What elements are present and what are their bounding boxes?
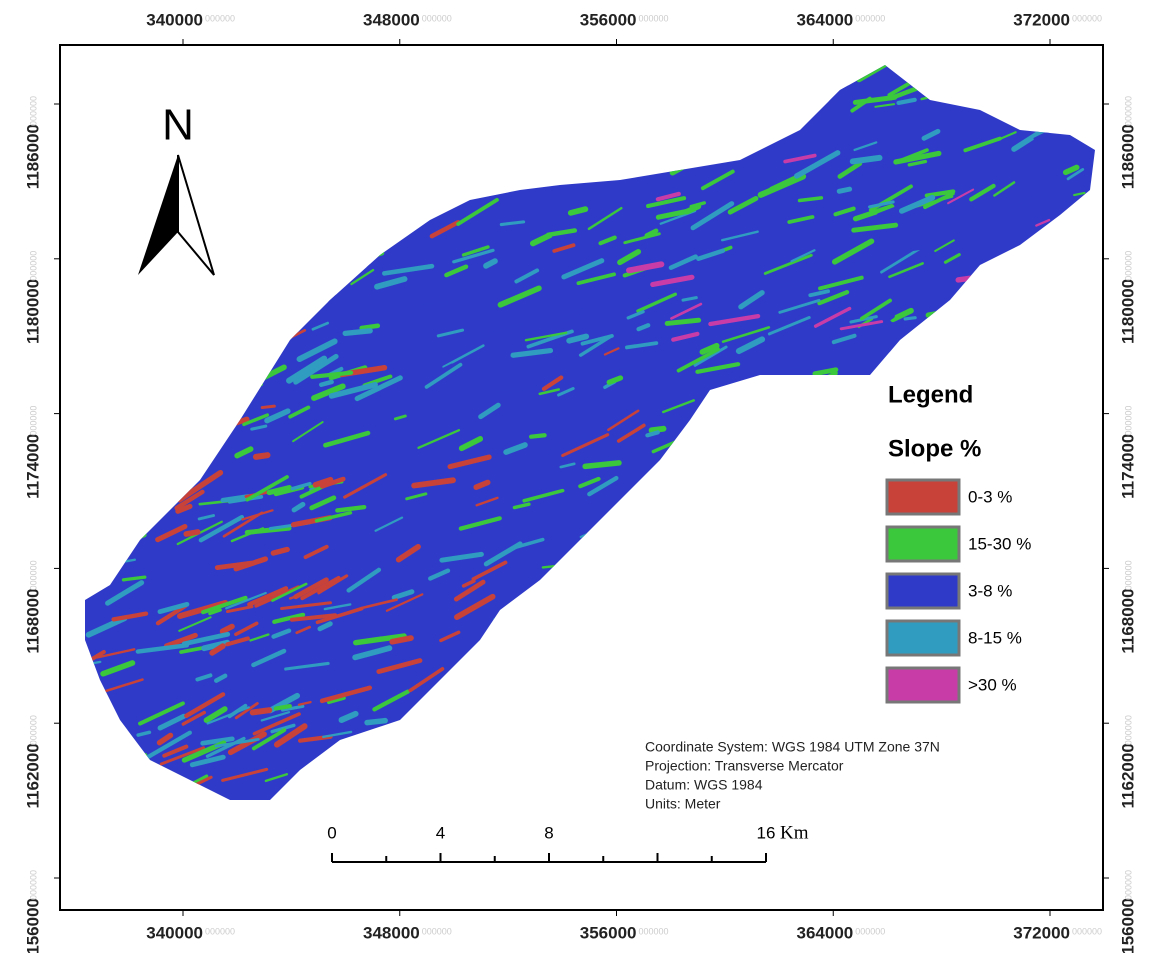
slope-streak [839, 189, 849, 191]
x-tick-suffix: 000000 [205, 13, 235, 23]
legend-swatch [887, 621, 959, 655]
slope-streak [345, 331, 370, 334]
scale-label: 8 [544, 823, 553, 842]
legend-swatch [887, 668, 959, 702]
y-tick-label: 1168000 [23, 588, 42, 653]
slope-streak [367, 721, 385, 723]
y-tick-label: 1162000 [23, 743, 42, 808]
y-tick-label: 1186000 [23, 124, 42, 189]
y-tick-suffix: 000000 [1123, 560, 1133, 590]
legend-title: Legend [888, 381, 973, 408]
scale-unit: Km [780, 822, 809, 843]
info-line: Coordinate System: WGS 1984 UTM Zone 37N [645, 739, 940, 755]
x-tick-label: 348000 [363, 10, 420, 29]
slope-streak [262, 406, 274, 407]
y-tick-suffix: 000000 [28, 560, 38, 590]
x-tick-label: 372000 [1013, 923, 1070, 942]
x-tick-suffix: 000000 [205, 926, 235, 936]
x-tick-label: 364000 [797, 10, 854, 29]
y-tick-suffix: 000000 [1123, 251, 1133, 281]
x-tick-label: 356000 [580, 10, 637, 29]
slope-streak [253, 710, 270, 712]
slope-streak [853, 158, 880, 162]
slope-streak [652, 429, 664, 431]
x-tick-label: 372000 [1013, 10, 1070, 29]
legend-subtitle: Slope % [888, 435, 981, 462]
x-tick-suffix: 000000 [1072, 926, 1102, 936]
slope-streak [321, 382, 331, 385]
legend-swatch [887, 574, 959, 608]
y-tick-suffix: 000000 [1123, 870, 1133, 900]
y-tick-label: 1180000 [23, 279, 42, 344]
slope-streak [273, 549, 287, 553]
y-tick-label: 1168000 [1118, 588, 1137, 653]
y-tick-label: 1186000 [1118, 124, 1137, 189]
y-tick-suffix: 000000 [28, 870, 38, 900]
x-tick-label: 348000 [363, 923, 420, 942]
slope-streak [905, 318, 915, 319]
slope-streak [186, 532, 197, 534]
x-tick-suffix: 000000 [855, 13, 885, 23]
y-tick-label: 1156000 [23, 898, 42, 953]
y-tick-suffix: 000000 [28, 715, 38, 745]
legend-swatch [887, 480, 959, 514]
y-tick-suffix: 000000 [1123, 715, 1133, 745]
info-line: Units: Meter [645, 796, 721, 812]
x-tick-suffix: 000000 [639, 13, 669, 23]
slope-streak [571, 209, 586, 213]
slope-streak [647, 432, 657, 435]
y-tick-suffix: 000000 [28, 96, 38, 126]
x-tick-label: 364000 [797, 923, 854, 942]
slope-streak [531, 435, 545, 436]
x-tick-label: 340000 [146, 10, 203, 29]
slope-streak [392, 638, 411, 642]
legend-label: 3-8 % [968, 581, 1012, 600]
scale-label: 16 [757, 823, 776, 842]
y-tick-suffix: 000000 [1123, 406, 1133, 436]
x-tick-suffix: 000000 [422, 13, 452, 23]
legend-label: 15-30 % [968, 534, 1031, 553]
info-line: Projection: Transverse Mercator [645, 758, 844, 774]
map: N Legend Slope % Coordinate System: WGS … [0, 0, 1149, 953]
scale-label: 4 [436, 823, 445, 842]
info-line: Datum: WGS 1984 [645, 777, 763, 793]
y-tick-label: 1180000 [1118, 279, 1137, 344]
slope-streak [256, 455, 268, 457]
x-tick-suffix: 000000 [855, 926, 885, 936]
north-label: N [162, 101, 194, 150]
legend-label: 8-15 % [968, 628, 1022, 647]
x-tick-suffix: 000000 [422, 926, 452, 936]
y-tick-suffix: 000000 [28, 406, 38, 436]
y-tick-label: 1174000 [23, 434, 42, 499]
y-tick-label: 1156000 [1118, 898, 1137, 953]
slope-streak [276, 706, 290, 709]
y-tick-label: 1162000 [1118, 743, 1137, 808]
y-tick-label: 1174000 [1118, 434, 1137, 499]
y-tick-suffix: 000000 [1123, 96, 1133, 126]
slope-streak [585, 463, 619, 467]
slope-streak [362, 326, 378, 328]
x-tick-suffix: 000000 [639, 926, 669, 936]
x-tick-suffix: 000000 [1072, 13, 1102, 23]
scale-label: 0 [327, 823, 336, 842]
legend-label: 0-3 % [968, 487, 1012, 506]
x-tick-label: 356000 [580, 923, 637, 942]
legend-swatch [887, 527, 959, 561]
x-tick-label: 340000 [146, 923, 203, 942]
slope-streak [667, 320, 699, 323]
y-tick-suffix: 000000 [28, 251, 38, 281]
legend-label: >30 % [968, 675, 1017, 694]
